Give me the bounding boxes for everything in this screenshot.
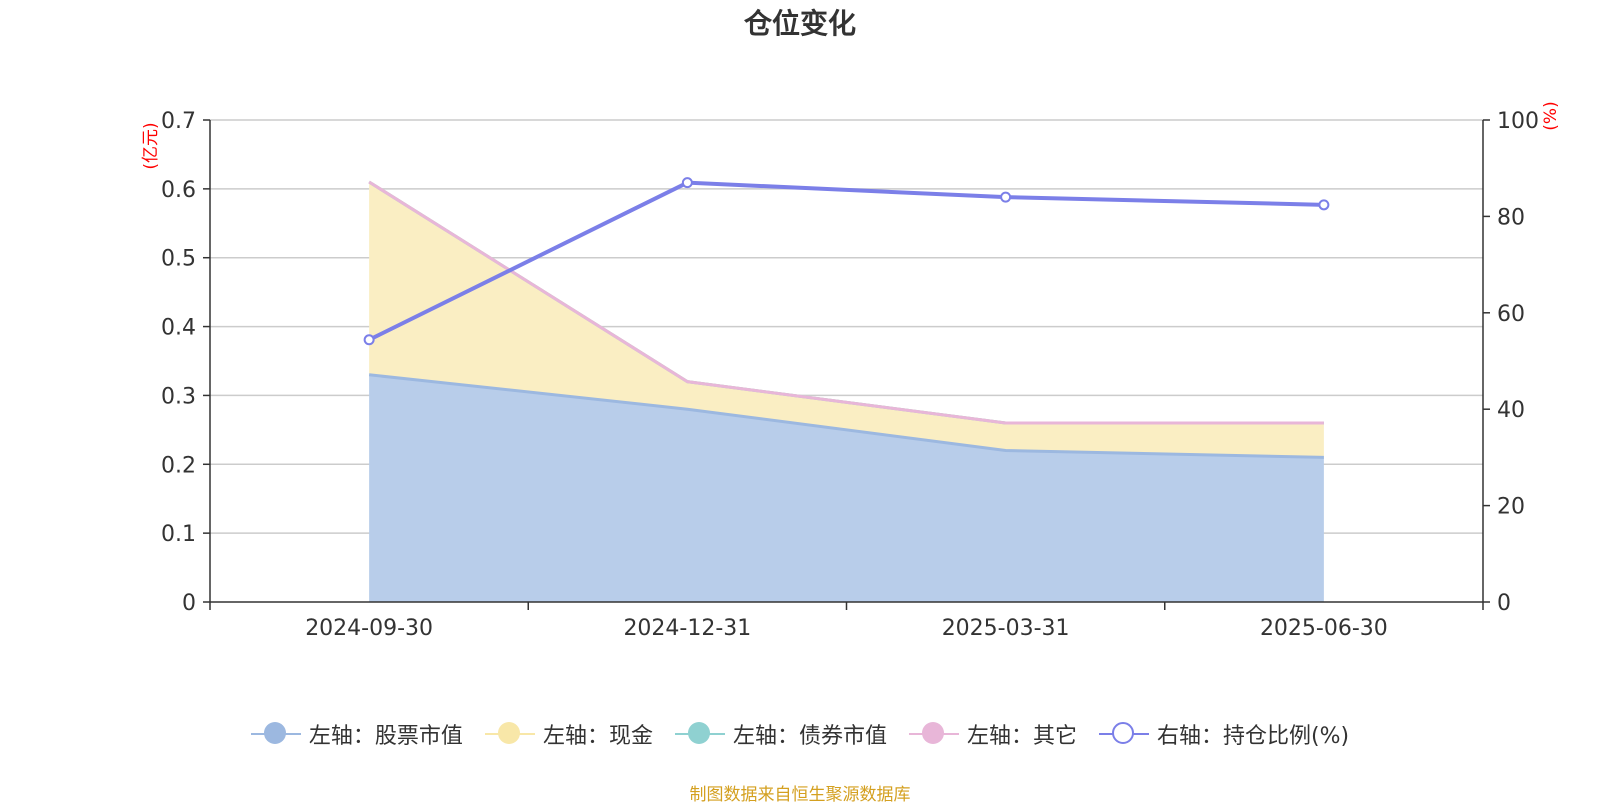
right-axis-unit: (%) — [1541, 101, 1561, 130]
legend-swatch-icon — [484, 721, 535, 747]
left-tick-label: 0.4 — [161, 316, 196, 341]
legend-item[interactable]: 左轴：股票市值 — [250, 718, 463, 750]
left-axis-unit: (亿元) — [141, 122, 161, 169]
line-point — [681, 177, 693, 189]
line-series — [368, 180, 1324, 342]
chart-title: 仓位变化 — [743, 7, 856, 40]
legend-item[interactable]: 左轴：现金 — [484, 718, 653, 750]
left-tick-label: 0.2 — [161, 453, 196, 478]
left-tick-label: 0.7 — [161, 109, 196, 134]
legend-label: 右轴：持仓比例(%) — [1156, 724, 1350, 749]
right-tick-label: 60 — [1497, 302, 1525, 327]
legend-label: 左轴：现金 — [542, 724, 653, 749]
line-point — [1000, 191, 1012, 203]
right-tick-label: 40 — [1497, 398, 1525, 423]
left-tick-label: 0.3 — [161, 384, 196, 409]
legend-item[interactable]: 左轴：其它 — [908, 718, 1077, 750]
x-tick-label: 2025-03-31 — [942, 616, 1070, 641]
left-tick-label: 0.5 — [161, 247, 196, 272]
x-tick-label: 2024-09-30 — [305, 616, 433, 641]
line-point — [363, 334, 375, 346]
x-tick-label: 2024-12-31 — [623, 616, 751, 641]
right-tick-label: 80 — [1497, 205, 1525, 230]
left-tick-label: 0 — [182, 591, 196, 616]
right-tick-label: 100 — [1497, 109, 1539, 134]
left-tick-label: 0.6 — [161, 178, 196, 203]
legend: 左轴：股票市值 左轴：现金 左轴：债券市值 左轴：其它 右轴：持仓比例(%) — [0, 718, 1600, 750]
area-line-左轴：股票市值 — [368, 373, 1324, 459]
line-point — [1318, 199, 1330, 211]
legend-swatch-icon — [908, 721, 959, 747]
legend-item[interactable]: 左轴：债券市值 — [674, 718, 887, 750]
legend-label: 左轴：债券市值 — [732, 724, 887, 749]
area-fill-左轴：现金 — [369, 181, 1324, 458]
legend-label: 左轴：其它 — [966, 724, 1077, 749]
legend-label: 左轴：股票市值 — [308, 724, 463, 749]
area-fill-左轴：股票市值 — [369, 374, 1324, 602]
legend-swatch-icon — [250, 721, 301, 747]
legend-item[interactable]: 右轴：持仓比例(%) — [1098, 718, 1350, 750]
legend-swatch-icon — [674, 721, 725, 747]
data-source-footer: 制图数据来自恒生聚源数据库 — [689, 785, 911, 805]
left-tick-label: 0.1 — [161, 522, 196, 547]
area-line-左轴：其它 — [368, 180, 1324, 425]
right-tick-label: 20 — [1497, 495, 1525, 520]
x-tick-label: 2025-06-30 — [1260, 616, 1388, 641]
legend-swatch-icon — [1098, 721, 1149, 747]
right-tick-label: 0 — [1497, 591, 1511, 616]
